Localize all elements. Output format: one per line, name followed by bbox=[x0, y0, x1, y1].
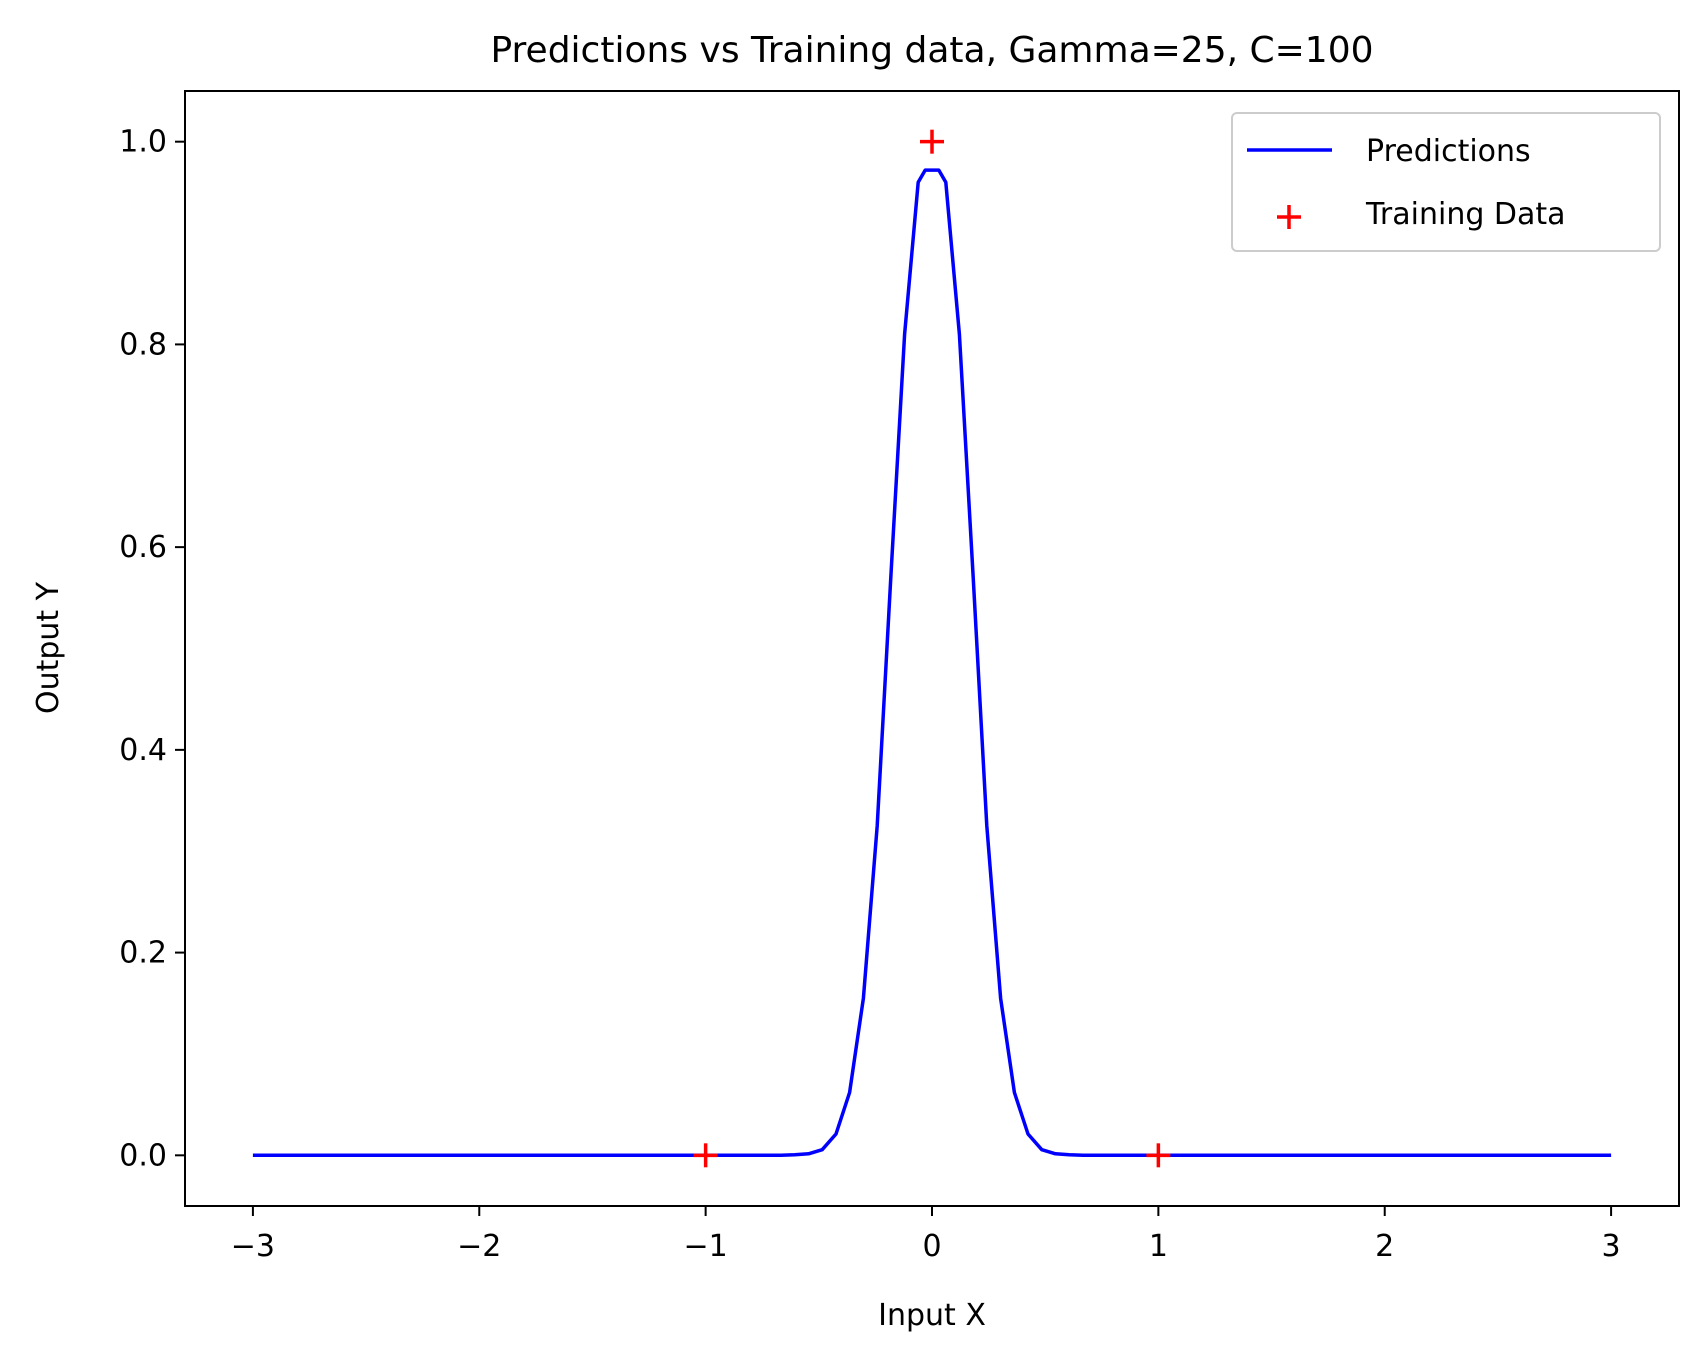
x-tick-label: −3 bbox=[231, 1229, 275, 1264]
x-tick-label: 0 bbox=[922, 1229, 941, 1264]
series-line-predictions bbox=[252, 168, 1612, 1158]
chart-title: Predictions vs Training data, Gamma=25, … bbox=[490, 30, 1373, 71]
legend-label-training-data: Training Data bbox=[1365, 197, 1566, 232]
x-axis-ticks: −3 −2 −1 0 1 2 3 bbox=[231, 1206, 1621, 1264]
plot-area: −3 −2 −1 0 1 2 3 0.0 0.2 0.4 0.6 0.8 1.0 bbox=[119, 90, 1680, 1264]
training-data-point bbox=[920, 129, 944, 154]
legend-box bbox=[1231, 112, 1661, 252]
x-tick-label: −1 bbox=[684, 1229, 728, 1264]
legend-label-predictions: Predictions bbox=[1366, 134, 1531, 169]
y-axis-ticks: 0.0 0.2 0.4 0.6 0.8 1.0 bbox=[119, 125, 185, 1173]
y-tick-label: 0.8 bbox=[119, 327, 167, 362]
y-axis-label: Output Y bbox=[31, 581, 66, 714]
legend: Predictions Training Data bbox=[1231, 112, 1661, 252]
y-tick-label: 0.2 bbox=[119, 936, 167, 971]
x-axis-label: Input X bbox=[878, 1298, 986, 1333]
x-tick-label: −2 bbox=[457, 1229, 501, 1264]
training-data-point bbox=[1146, 1143, 1171, 1168]
legend-plus-marker bbox=[1277, 205, 1301, 229]
y-tick-label: 0.4 bbox=[119, 733, 167, 768]
x-tick-label: 2 bbox=[1375, 1229, 1394, 1264]
training-data-point bbox=[693, 1143, 718, 1168]
x-tick-label: 1 bbox=[1149, 1229, 1168, 1264]
y-tick-label: 0.0 bbox=[119, 1138, 167, 1173]
y-tick-label: 1.0 bbox=[119, 125, 167, 160]
series-layer bbox=[252, 129, 1612, 1168]
x-tick-label: 3 bbox=[1602, 1229, 1621, 1264]
y-tick-label: 0.6 bbox=[119, 530, 167, 565]
